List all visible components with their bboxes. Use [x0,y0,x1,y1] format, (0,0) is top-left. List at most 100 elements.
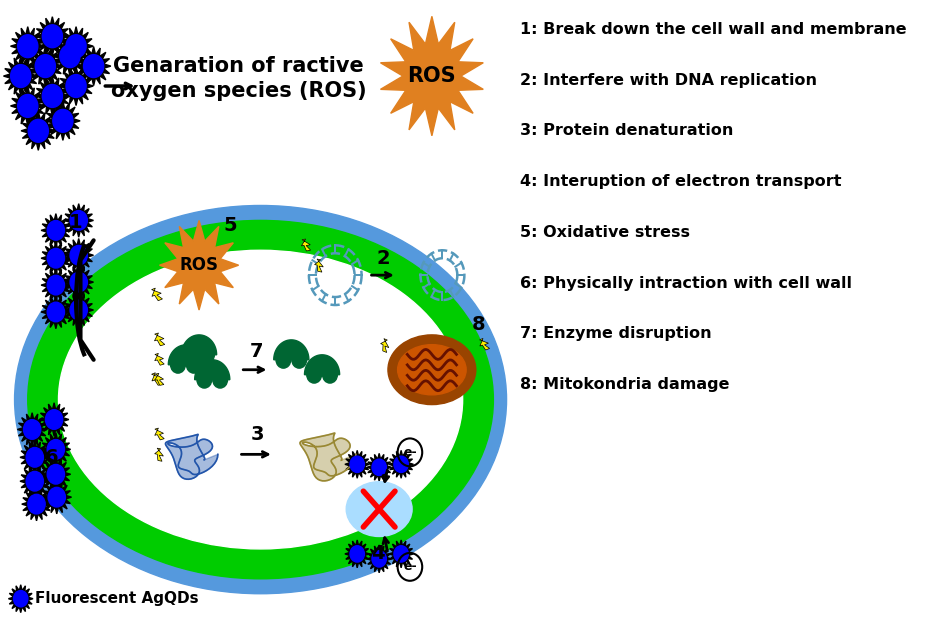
Polygon shape [168,345,203,365]
Circle shape [53,109,73,132]
Polygon shape [479,338,489,350]
Text: 1: Break down the cell wall and membrane: 1: Break down the cell wall and membrane [520,22,906,37]
Polygon shape [181,335,216,355]
Polygon shape [20,465,49,498]
Circle shape [70,211,87,230]
Circle shape [28,119,48,142]
Polygon shape [8,585,33,613]
Circle shape [83,55,104,78]
Polygon shape [314,259,323,272]
Polygon shape [59,27,93,66]
Polygon shape [154,333,164,346]
Circle shape [171,356,185,373]
Polygon shape [64,293,93,327]
Text: 4: Interuption of electron transport: 4: Interuption of electron transport [520,174,841,189]
Text: 7: 7 [249,342,262,361]
Circle shape [70,245,87,265]
Text: 4: 4 [370,545,384,563]
Circle shape [292,351,306,368]
Polygon shape [301,239,311,251]
Circle shape [394,546,408,562]
Text: 1: 1 [69,213,83,232]
Circle shape [47,220,64,240]
Ellipse shape [346,482,412,537]
Text: 2: Interfere with DNA replication: 2: Interfere with DNA replication [520,73,817,88]
Polygon shape [64,238,93,272]
Polygon shape [45,101,80,140]
Circle shape [48,487,65,507]
Polygon shape [41,433,71,466]
Polygon shape [151,373,162,385]
Circle shape [349,456,364,473]
Polygon shape [41,214,71,247]
Polygon shape [41,268,71,302]
Polygon shape [21,111,56,150]
Polygon shape [76,47,110,86]
Polygon shape [194,360,229,379]
Ellipse shape [59,250,463,549]
Polygon shape [20,441,49,474]
Circle shape [26,448,43,467]
Polygon shape [41,295,71,329]
Polygon shape [40,403,69,436]
Circle shape [196,371,211,388]
Polygon shape [155,373,163,386]
Text: ROS: ROS [407,66,456,86]
Polygon shape [366,545,391,573]
Polygon shape [160,220,238,310]
Circle shape [66,35,86,58]
Polygon shape [155,353,164,365]
Circle shape [18,94,38,117]
Polygon shape [155,448,163,461]
Circle shape [42,25,62,48]
Text: 5: Oxidative stress: 5: Oxidative stress [520,225,689,240]
Polygon shape [10,27,45,66]
Polygon shape [380,338,388,353]
Polygon shape [345,450,369,478]
Circle shape [307,366,321,383]
Circle shape [186,356,201,373]
Circle shape [42,84,62,107]
Circle shape [47,465,64,484]
Polygon shape [304,355,339,374]
Circle shape [199,347,214,363]
Polygon shape [4,57,38,96]
Polygon shape [388,540,413,568]
Ellipse shape [27,220,493,579]
Text: 8: 8 [471,315,485,335]
Circle shape [394,456,408,473]
Polygon shape [22,487,51,521]
Text: 8: Mitokondria damage: 8: Mitokondria damage [520,377,729,392]
Text: Fluorescent AgQDs: Fluorescent AgQDs [35,591,198,606]
Circle shape [59,45,80,68]
Text: 3: 3 [251,425,264,444]
Polygon shape [345,540,369,568]
Circle shape [18,35,38,58]
Polygon shape [380,16,482,136]
Polygon shape [300,433,356,481]
Ellipse shape [397,345,465,395]
Ellipse shape [14,206,506,594]
Polygon shape [274,340,309,360]
Text: 6: 6 [44,448,59,467]
Text: Genaration of ractive: Genaration of ractive [113,56,363,76]
Polygon shape [366,453,391,481]
Polygon shape [41,458,71,491]
Text: ROS: ROS [179,256,218,274]
Circle shape [372,551,386,567]
Circle shape [372,459,386,476]
Polygon shape [17,413,47,446]
Polygon shape [151,288,162,301]
Polygon shape [53,37,87,76]
Circle shape [47,275,64,295]
Circle shape [10,65,31,88]
Polygon shape [165,434,218,479]
Text: 5: 5 [223,216,236,235]
Polygon shape [41,242,71,275]
Text: 7: Enzyme disruption: 7: Enzyme disruption [520,327,711,342]
Circle shape [24,420,41,439]
Circle shape [45,410,62,429]
Polygon shape [42,481,72,514]
Circle shape [276,351,291,368]
Text: 3: Protein denaturation: 3: Protein denaturation [520,124,733,138]
